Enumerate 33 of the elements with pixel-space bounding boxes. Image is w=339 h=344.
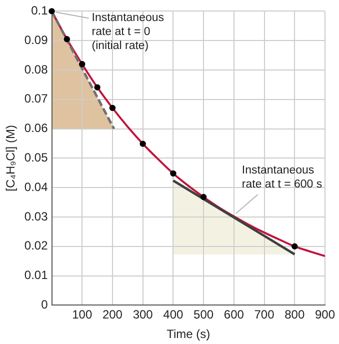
x-tick-label: 200	[102, 308, 123, 322]
y-tick-label: 0.04	[24, 180, 48, 194]
annotation: Instantaneous rate at t = 0 (initial rate)	[92, 12, 164, 52]
point	[140, 140, 146, 147]
point	[170, 170, 176, 177]
y-tick-label: 0.08	[24, 62, 48, 76]
y-axis-title: [C₄H₉Cl] (M)	[4, 125, 18, 192]
point	[292, 243, 298, 250]
point	[94, 84, 100, 90]
x-tick-label: 400	[163, 308, 184, 322]
y-tick-label: 0.09	[24, 32, 48, 47]
x-tick-label: 800	[284, 308, 305, 322]
y-tick-label: 0.1	[31, 4, 48, 18]
point	[200, 194, 207, 200]
y-tick-label: 0.01	[24, 268, 48, 282]
point	[48, 8, 55, 14]
x-tick-label: 100	[72, 308, 92, 322]
y-tick-label: 0.02	[24, 238, 48, 253]
y-tick-label: 0.03	[24, 209, 48, 224]
x-tick-label: 700	[254, 308, 275, 322]
x-tick-label: 600	[224, 308, 244, 322]
x-axis-title: Time (s)	[166, 327, 210, 342]
y-tick-label: 0	[41, 298, 48, 312]
x-tick-label: 900	[314, 308, 336, 322]
x-tick-label: 500	[194, 308, 214, 322]
y-tick-label: 0.05	[24, 150, 48, 165]
point	[64, 36, 70, 42]
y-tick-label: 0.07	[24, 92, 48, 106]
annotation: Instantaneous rate at t = 600 s	[242, 164, 322, 190]
point	[79, 61, 86, 68]
point	[109, 104, 116, 112]
x-tick-label: 300	[132, 308, 154, 322]
y-tick-label: 0.06	[24, 121, 48, 136]
